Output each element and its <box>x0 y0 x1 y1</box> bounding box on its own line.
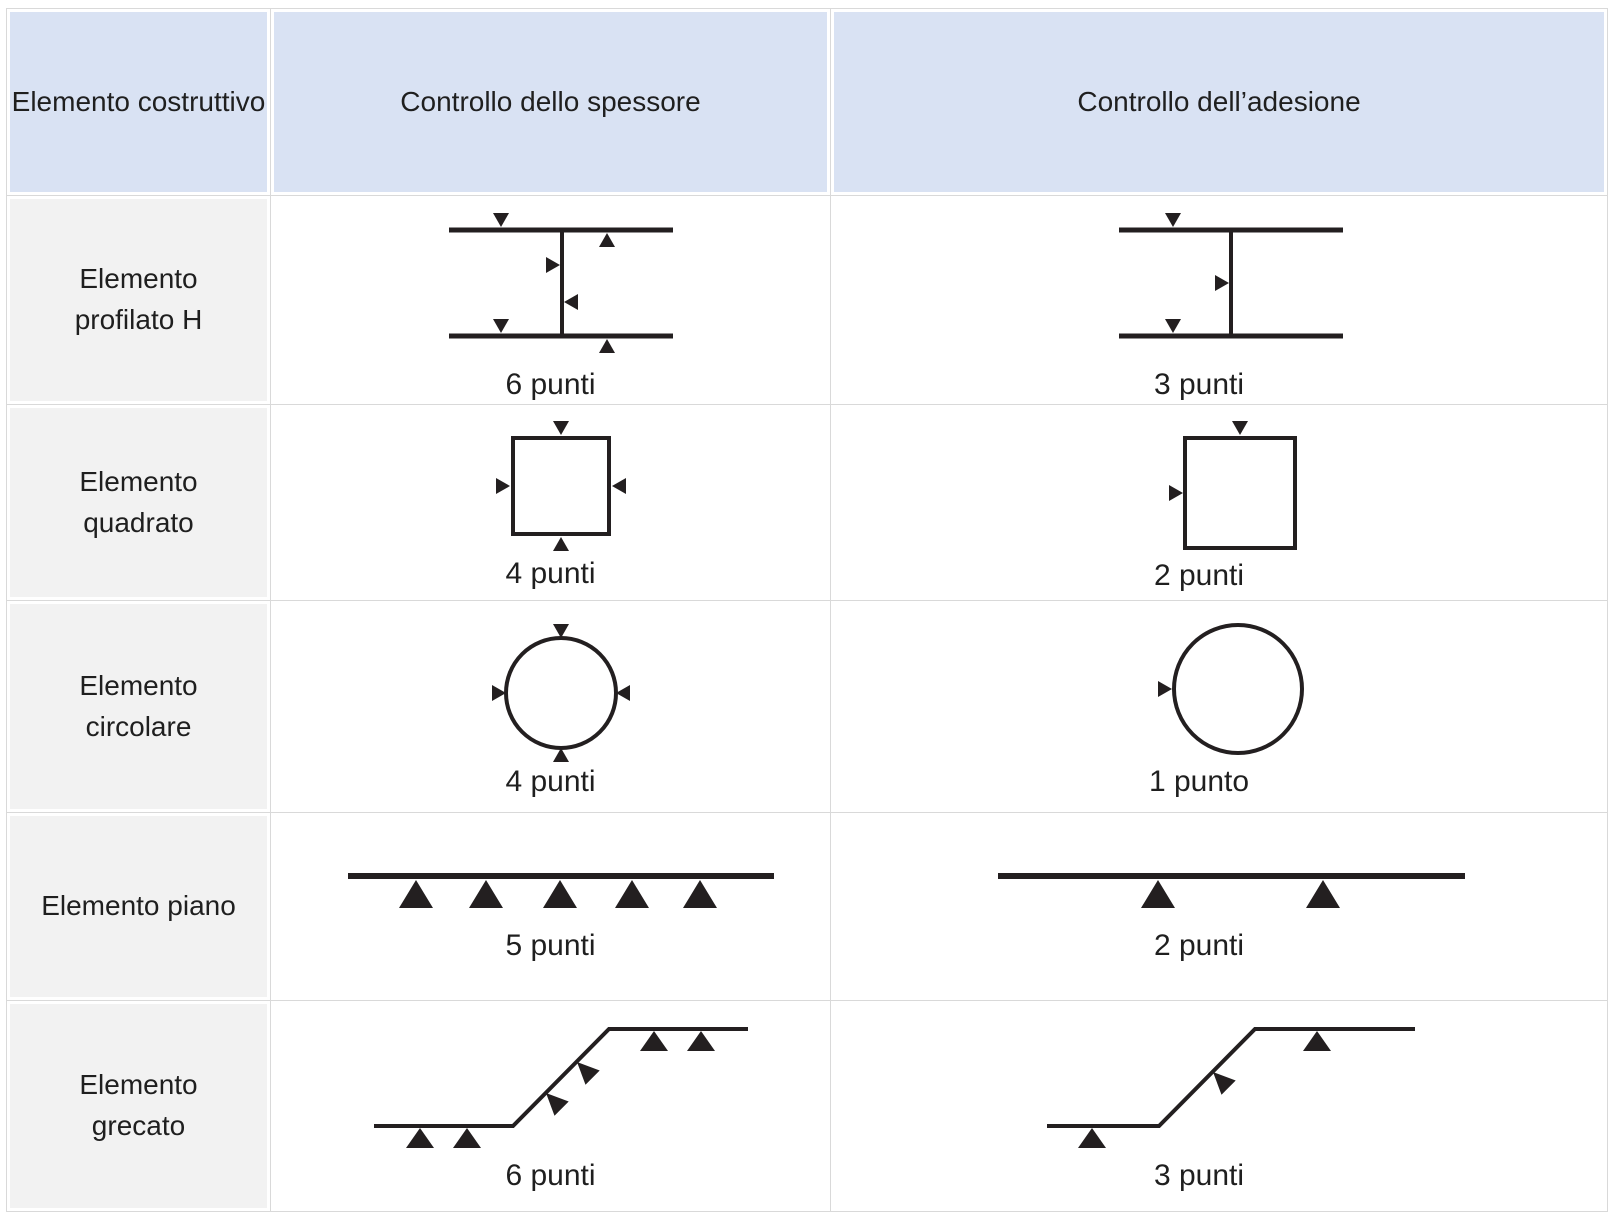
square-adhesion-diagram <box>1169 421 1297 550</box>
measurement-arrows <box>1169 421 1248 501</box>
arrow-right-icon <box>1215 275 1229 291</box>
arrow-down-icon <box>492 213 509 227</box>
arrow-right-icon <box>495 478 510 494</box>
arrow-down-icon <box>1232 421 1248 435</box>
measurement-arrows <box>1165 213 1229 333</box>
flat-thickness-diagram <box>347 873 774 908</box>
square-outline <box>510 436 611 536</box>
row-label-circolare: Elemento circolare <box>7 601 271 813</box>
arrow-up-left-icon <box>576 1062 600 1085</box>
flat-adhesion-diagram <box>997 873 1465 908</box>
square-thickness-diagram <box>495 421 626 551</box>
arrow-down-icon <box>1165 213 1181 227</box>
flat-surface-line <box>347 873 774 879</box>
arrow-up-icon <box>639 1031 668 1051</box>
arrow-up-icon <box>552 748 569 762</box>
corrugated-adhesion-diagram <box>1047 1027 1415 1148</box>
corrugated-thickness-diagram <box>373 1027 748 1148</box>
arrow-up-icon <box>682 880 717 908</box>
arrow-up-icon <box>1303 1031 1331 1051</box>
h-profile-thickness-diagram <box>448 213 673 353</box>
circle-outline <box>1172 623 1304 755</box>
points-label: 3 punti <box>1153 1159 1245 1192</box>
corrugated-profile-line <box>1047 1027 1415 1128</box>
cell-circolare-spessore: 4 punti <box>271 601 831 813</box>
cell-piano-adesione: 2 punti <box>831 813 1607 1001</box>
measurement-arrows <box>398 880 717 908</box>
measurement-arrows <box>495 421 626 551</box>
arrow-up-icon <box>598 233 615 247</box>
arrow-up-icon <box>468 880 503 908</box>
row-label-quadrato: Elemento quadrato <box>7 405 271 601</box>
arrow-up-icon <box>686 1031 715 1051</box>
circle-thickness-diagram <box>491 624 630 762</box>
measurement-arrows <box>1158 681 1172 697</box>
measurement-arrows <box>491 624 630 762</box>
control-points-table: Elemento costruttivo Controllo dello spe… <box>6 8 1608 1212</box>
h-profile-adhesion-diagram <box>1119 213 1343 339</box>
measurement-arrows <box>1140 880 1340 908</box>
arrow-down-icon <box>1165 319 1181 333</box>
points-label: 3 punti <box>1153 368 1245 401</box>
measurement-arrows <box>405 1031 715 1148</box>
cell-piano-spessore: 5 punti <box>271 813 831 1001</box>
cell-quadrato-spessore: 4 punti <box>271 405 831 601</box>
row-label-piano: Elemento piano <box>7 813 271 1001</box>
points-label: 5 punti <box>505 929 596 962</box>
points-label: 6 punti <box>505 1159 596 1192</box>
row-label-profilato-h: Elemento profilato H <box>7 196 271 405</box>
flat-surface-line <box>997 873 1465 879</box>
corrugated-profile-line <box>373 1027 748 1128</box>
cell-circolare-adesione: 1 punto <box>831 601 1607 813</box>
arrow-up-icon <box>614 880 649 908</box>
points-label: 2 punti <box>1153 929 1245 962</box>
measurement-arrows <box>1078 1031 1331 1148</box>
measurement-arrows <box>492 213 615 353</box>
cell-grecato-adesione: 3 punti <box>831 1001 1607 1211</box>
cell-grecato-spessore: 6 punti <box>271 1001 831 1211</box>
arrow-right-icon <box>491 685 506 701</box>
square-outline <box>1183 436 1297 550</box>
arrow-up-left-icon <box>1213 1072 1236 1095</box>
arrow-up-icon <box>452 1128 481 1148</box>
arrow-up-icon <box>1305 880 1340 908</box>
row-label-grecato: Elemento grecato <box>7 1001 271 1211</box>
arrow-down-icon <box>552 624 569 638</box>
arrow-up-icon <box>542 880 577 908</box>
points-label: 2 punti <box>1153 559 1245 592</box>
header-controllo-spessore: Controllo dello spessore <box>271 9 831 196</box>
circle-outline <box>503 636 618 750</box>
arrow-up-icon <box>1078 1128 1106 1148</box>
arrow-left-icon <box>615 685 630 701</box>
arrow-up-icon <box>598 339 615 353</box>
arrow-right-icon <box>1158 681 1172 697</box>
points-label: 6 punti <box>505 368 596 401</box>
header-controllo-adesione: Controllo dell’adesione <box>831 9 1607 196</box>
points-label: 4 punti <box>505 765 596 798</box>
points-label: 1 punto <box>1148 765 1250 798</box>
header-elemento-costruttivo: Elemento costruttivo <box>7 9 271 196</box>
cell-profilato-h-spessore: 6 punti <box>271 196 831 405</box>
circle-adhesion-diagram <box>1158 623 1304 755</box>
arrow-down-icon <box>492 319 509 333</box>
arrow-left-icon <box>611 478 626 494</box>
arrow-left-icon <box>563 294 578 310</box>
arrow-up-icon <box>552 537 569 551</box>
cell-profilato-h-adesione: 3 punti <box>831 196 1607 405</box>
arrow-up-icon <box>405 1128 434 1148</box>
arrow-right-icon <box>545 257 560 273</box>
cell-quadrato-adesione: 2 punti <box>831 405 1607 601</box>
arrow-up-icon <box>398 880 433 908</box>
arrow-down-icon <box>552 421 569 435</box>
arrow-right-icon <box>1169 485 1183 501</box>
arrow-up-left-icon <box>545 1093 569 1116</box>
arrow-up-icon <box>1140 880 1175 908</box>
points-label: 4 punti <box>505 557 596 590</box>
